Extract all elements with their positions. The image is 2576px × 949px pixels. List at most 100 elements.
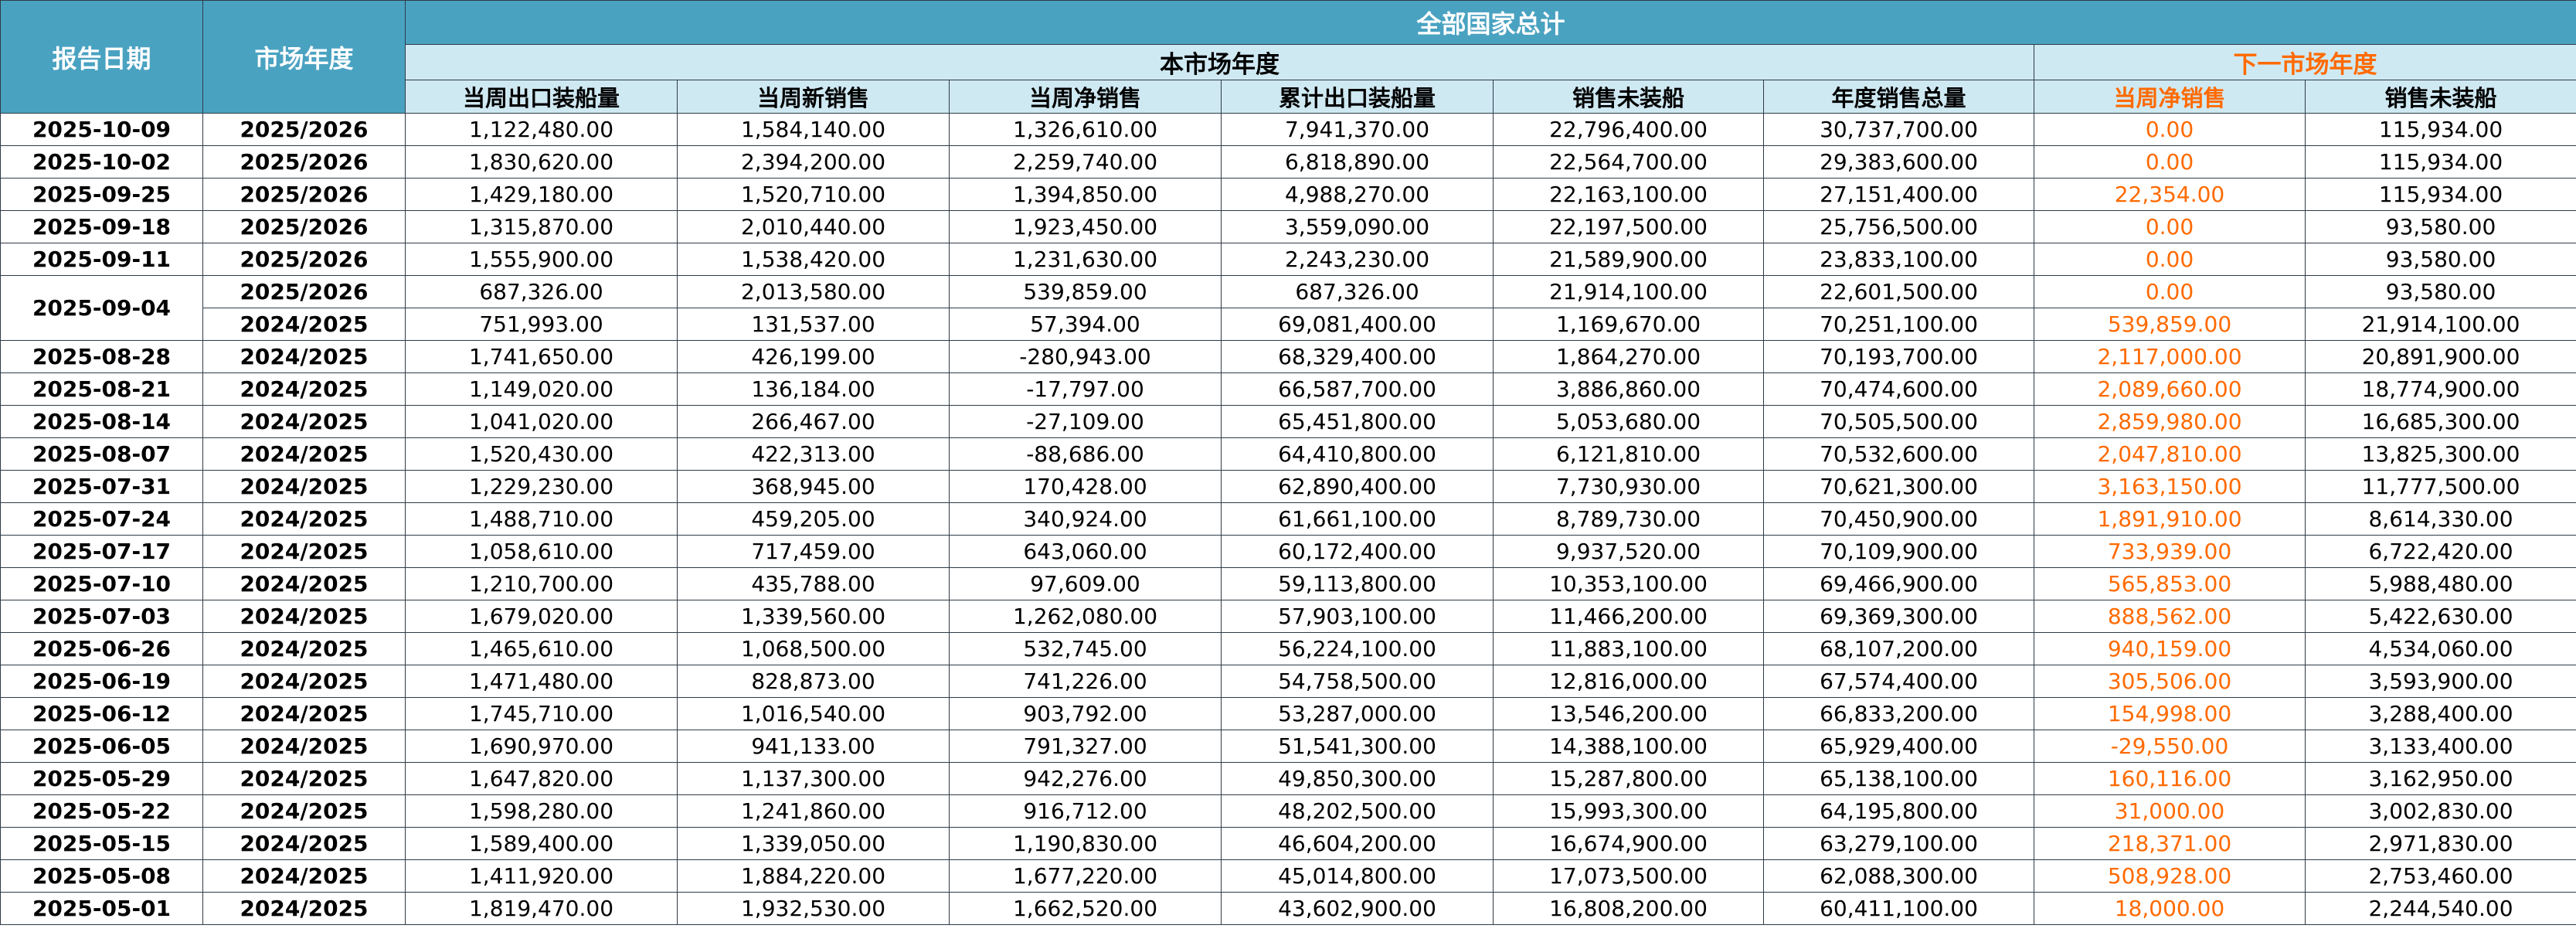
next-year-cell: 508,928.00	[2034, 859, 2306, 893]
market-year-cell: 2024/2025	[202, 535, 406, 568]
table-row: 2025-06-19 2024/2025 1,471,480.00 828,873.0…	[0, 665, 2576, 698]
next-year-cell: 3,162,950.00	[2304, 762, 2576, 795]
table-row: 2025-07-03 2024/2025 1,679,020.00 1,339,560…	[0, 600, 2576, 633]
market-year-cell: 2024/2025	[202, 308, 406, 341]
value-cell: 539,859.00	[949, 275, 1222, 308]
export-sales-table: 报告日期 市场年度 全部国家总计 本市场年度 下一市场年度 当周出口装船量 当周…	[0, 0, 2576, 925]
header-this-market-year: 本市场年度	[405, 44, 2034, 80]
value-cell: 70,474,600.00	[1763, 372, 2034, 406]
value-cell: 66,587,700.00	[1221, 372, 1494, 406]
next-year-cell: 93,580.00	[2304, 210, 2576, 243]
next-year-cell: -29,550.00	[2034, 730, 2306, 763]
value-cell: 136,184.00	[677, 372, 950, 406]
value-cell: 1,137,300.00	[677, 762, 950, 795]
market-year-cell: 2024/2025	[202, 665, 406, 698]
value-cell: 11,466,200.00	[1493, 600, 1764, 633]
market-year-cell: 2025/2026	[202, 113, 406, 146]
value-cell: 15,993,300.00	[1493, 794, 1764, 828]
value-cell: 45,014,800.00	[1221, 859, 1494, 893]
next-year-cell: 18,000.00	[2034, 892, 2306, 925]
value-cell: 1,830,620.00	[405, 145, 678, 179]
value-cell: 791,327.00	[949, 730, 1222, 763]
value-cell: 741,226.00	[949, 665, 1222, 698]
report-date-cell: 2025-10-02	[0, 145, 203, 179]
value-cell: -17,797.00	[949, 372, 1222, 406]
value-cell: 64,410,800.00	[1221, 437, 1494, 471]
value-cell: 1,819,470.00	[405, 892, 678, 925]
table-row: 2025-07-31 2024/2025 1,229,230.00 368,945.0…	[0, 470, 2576, 503]
value-cell: 532,745.00	[949, 632, 1222, 665]
value-cell: 2,259,740.00	[949, 145, 1222, 179]
value-cell: 59,113,800.00	[1221, 567, 1494, 600]
value-cell: 65,138,100.00	[1763, 762, 2034, 795]
next-year-cell: 0.00	[2034, 145, 2306, 179]
value-cell: 25,756,500.00	[1763, 210, 2034, 243]
table-row: 2025-08-14 2024/2025 1,041,020.00 266,467.0…	[0, 405, 2576, 438]
table-row: 2025-08-28 2024/2025 1,741,650.00 426,199.0…	[0, 340, 2576, 373]
value-cell: 1,326,610.00	[949, 113, 1222, 146]
value-cell: 1,690,970.00	[405, 730, 678, 763]
value-cell: 1,647,820.00	[405, 762, 678, 795]
value-cell: 903,792.00	[949, 697, 1222, 730]
table-body: 2025-10-09 2025/2026 1,122,480.00 1,584,140…	[0, 113, 2576, 925]
value-cell: 65,929,400.00	[1763, 730, 2034, 763]
table-row: 2025-06-12 2024/2025 1,745,710.00 1,016,540…	[0, 697, 2576, 730]
value-cell: 12,816,000.00	[1493, 665, 1764, 698]
next-year-cell: 2,244,540.00	[2304, 892, 2576, 925]
report-date-cell: 2025-05-15	[0, 827, 203, 860]
market-year-cell: 2025/2026	[202, 210, 406, 243]
value-cell: 1,538,420.00	[677, 243, 950, 276]
next-year-cell: 3,002,830.00	[2304, 794, 2576, 828]
value-cell: 97,609.00	[949, 567, 1222, 600]
value-cell: 9,937,520.00	[1493, 535, 1764, 568]
value-cell: 68,329,400.00	[1221, 340, 1494, 373]
value-cell: 7,730,930.00	[1493, 470, 1764, 503]
value-cell: 1,315,870.00	[405, 210, 678, 243]
value-cell: 1,339,050.00	[677, 827, 950, 860]
next-year-cell: 0.00	[2034, 210, 2306, 243]
value-cell: 422,313.00	[677, 437, 950, 471]
value-cell: 2,010,440.00	[677, 210, 950, 243]
value-cell: 1,598,280.00	[405, 794, 678, 828]
value-cell: 23,833,100.00	[1763, 243, 2034, 276]
market-year-cell: 2024/2025	[202, 340, 406, 373]
next-year-cell: 115,934.00	[2304, 178, 2576, 211]
value-cell: 21,589,900.00	[1493, 243, 1764, 276]
next-year-cell: 3,288,400.00	[2304, 697, 2576, 730]
market-year-cell: 2025/2026	[202, 178, 406, 211]
market-year-cell: 2024/2025	[202, 437, 406, 471]
value-cell: 1,677,220.00	[949, 859, 1222, 893]
value-cell: 22,564,700.00	[1493, 145, 1764, 179]
next-year-cell: 539,859.00	[2034, 308, 2306, 341]
market-year-cell: 2024/2025	[202, 470, 406, 503]
table-row: 2025-08-07 2024/2025 1,520,430.00 422,313.0…	[0, 437, 2576, 471]
value-cell: 69,466,900.00	[1763, 567, 2034, 600]
value-cell: 64,195,800.00	[1763, 794, 2034, 828]
value-cell: 3,559,090.00	[1221, 210, 1494, 243]
next-year-cell: 8,614,330.00	[2304, 502, 2576, 536]
value-cell: 57,903,100.00	[1221, 600, 1494, 633]
next-year-cell: 93,580.00	[2304, 275, 2576, 308]
table-row: 2025-05-15 2024/2025 1,589,400.00 1,339,050…	[0, 827, 2576, 860]
report-date-cell: 2025-06-12	[0, 697, 203, 730]
value-cell: 1,122,480.00	[405, 113, 678, 146]
value-cell: 70,450,900.00	[1763, 502, 2034, 536]
value-cell: 70,251,100.00	[1763, 308, 2034, 341]
value-cell: 1,394,850.00	[949, 178, 1222, 211]
table-row: 2025-09-04 2025/2026 687,326.00 2,013,580.0…	[0, 275, 2576, 341]
report-date-cell: 2025-08-14	[0, 405, 203, 438]
value-cell: 717,459.00	[677, 535, 950, 568]
value-cell: 1,149,020.00	[405, 372, 678, 406]
next-year-cell: 1,891,910.00	[2034, 502, 2306, 536]
market-year-cell: 2024/2025	[202, 567, 406, 600]
next-year-cell: 3,133,400.00	[2304, 730, 2576, 763]
value-cell: 916,712.00	[949, 794, 1222, 828]
table-row: 2025-06-26 2024/2025 1,465,610.00 1,068,500…	[0, 632, 2576, 665]
next-year-cell: 11,777,500.00	[2304, 470, 2576, 503]
value-cell: 27,151,400.00	[1763, 178, 2034, 211]
next-year-cell: 115,934.00	[2304, 145, 2576, 179]
report-date-cell: 2025-08-07	[0, 437, 203, 471]
value-cell: 48,202,500.00	[1221, 794, 1494, 828]
value-cell: 70,193,700.00	[1763, 340, 2034, 373]
report-date-cell: 2025-06-26	[0, 632, 203, 665]
